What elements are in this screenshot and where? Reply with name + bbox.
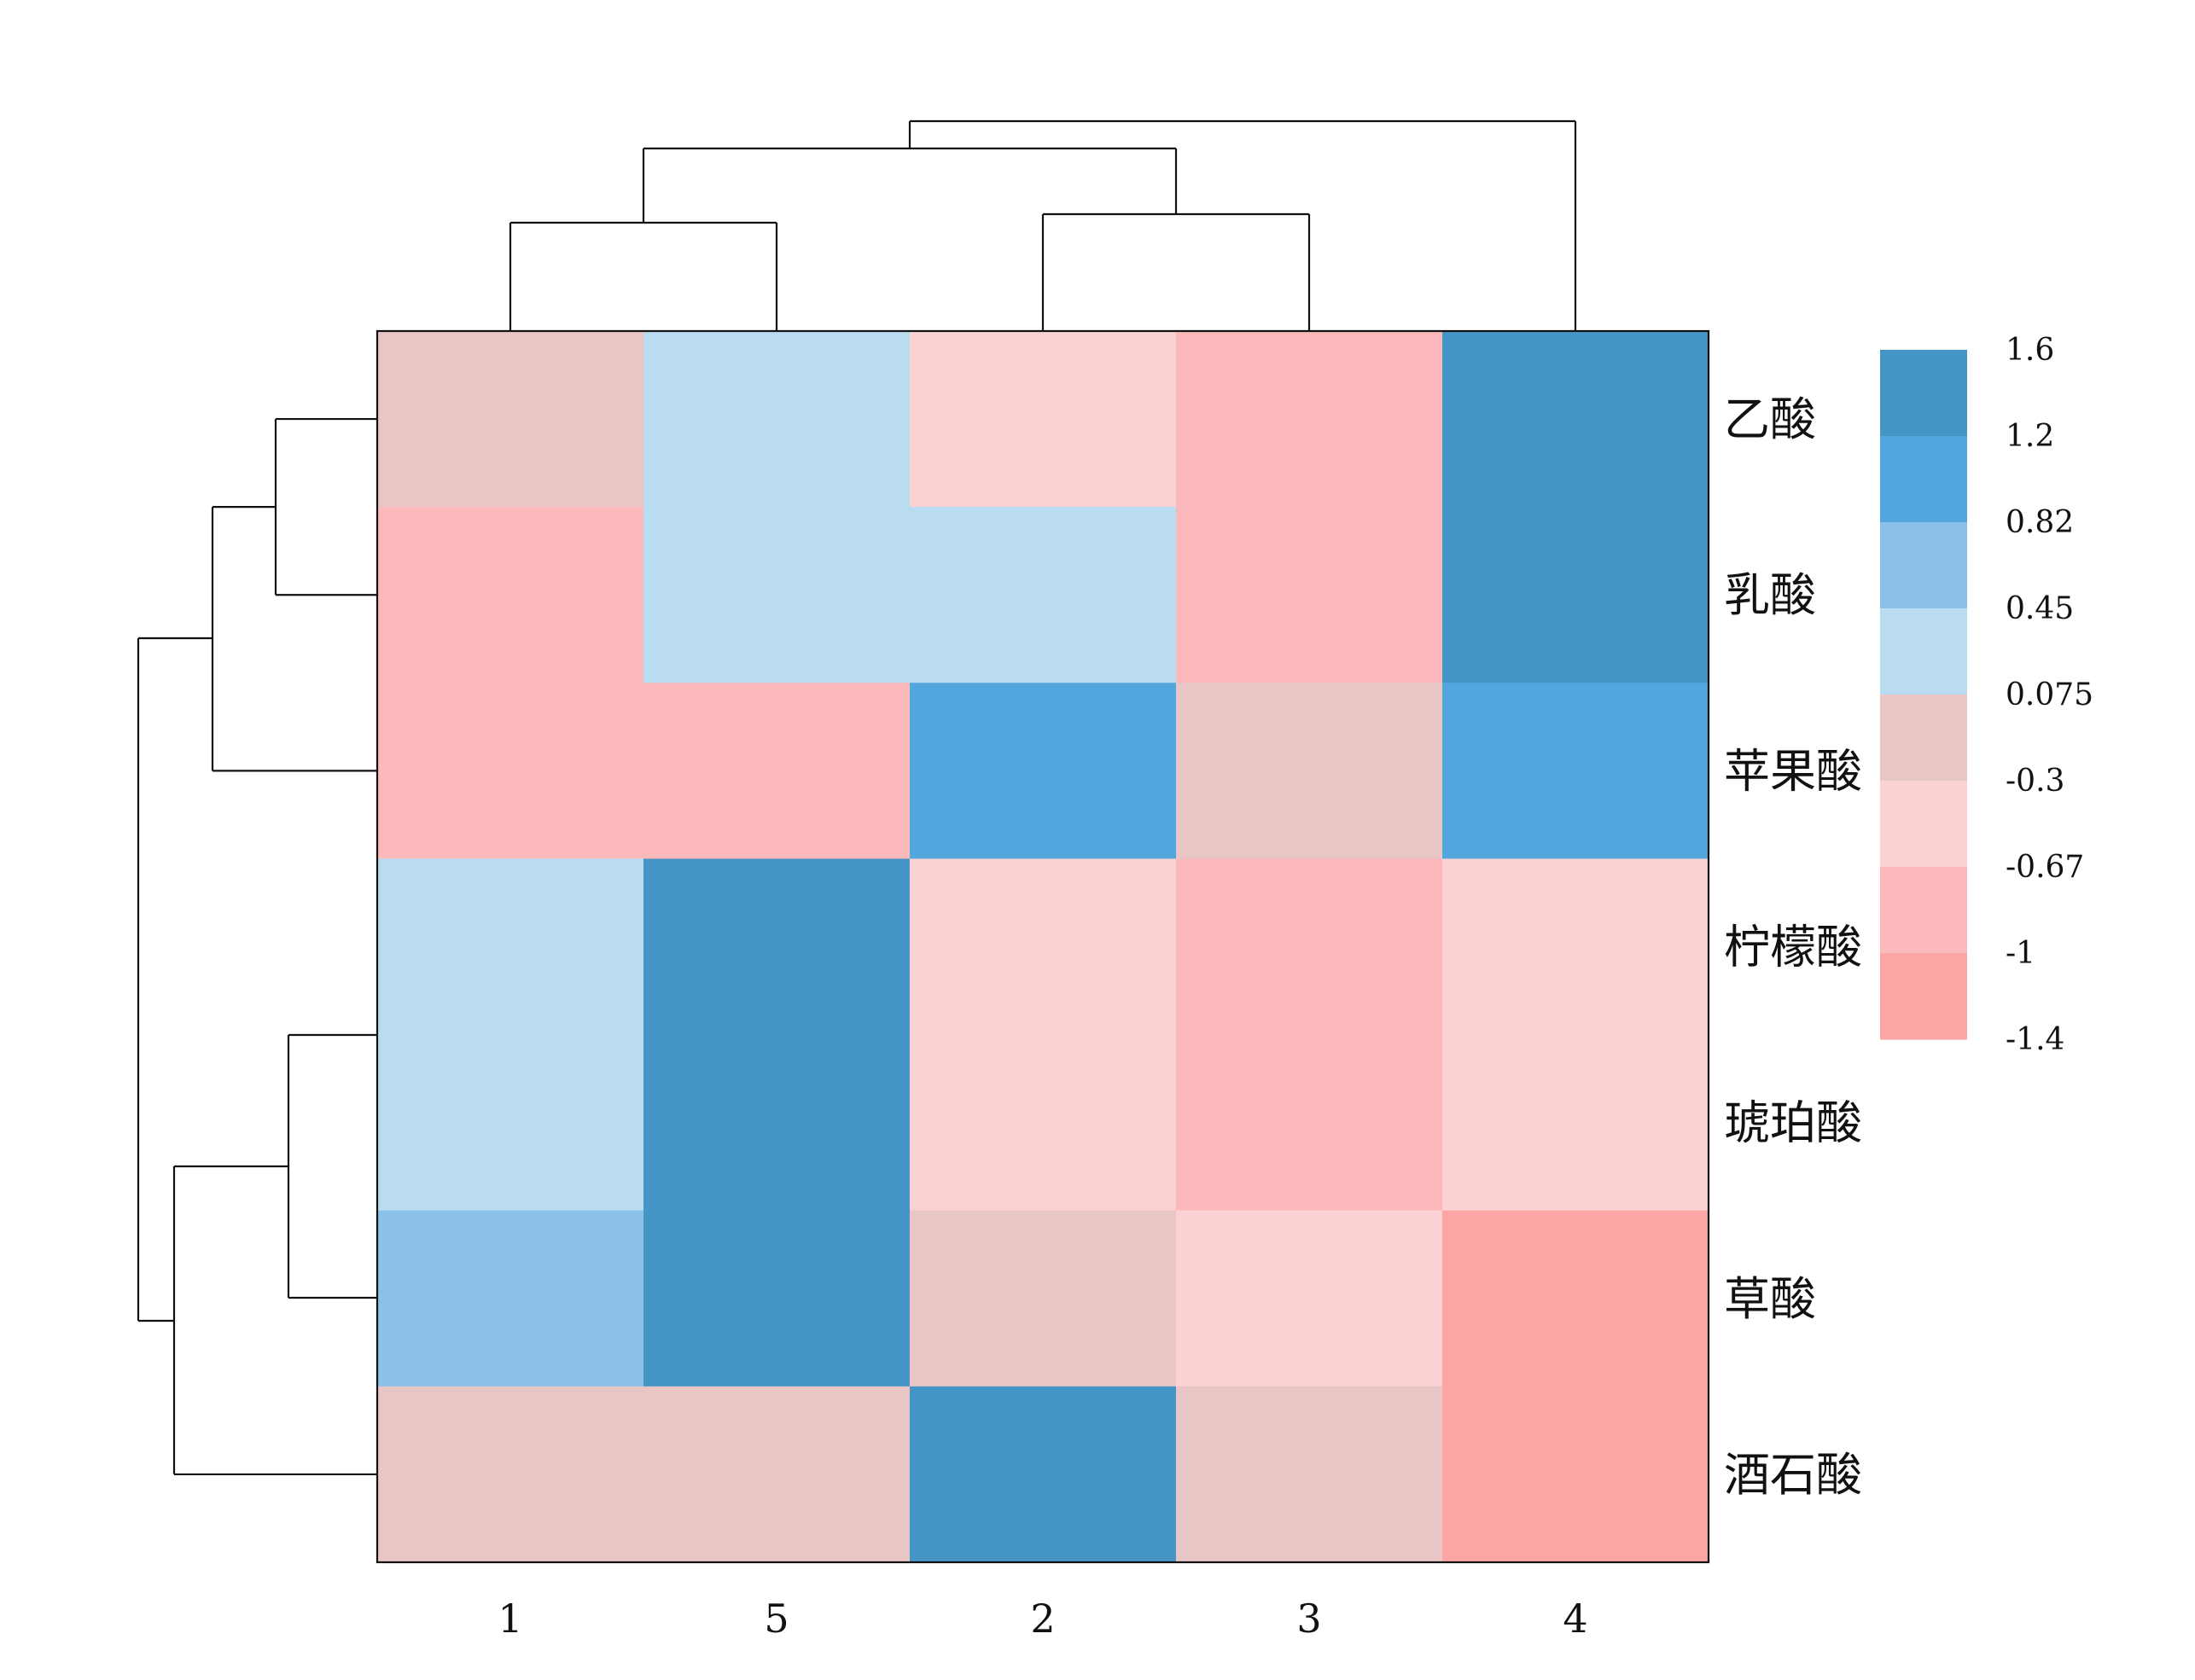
legend-swatch <box>1880 608 1967 695</box>
heatmap-cell-r2-c3 <box>910 507 1177 683</box>
heatmap-cell-r7-c4 <box>1176 1386 1443 1563</box>
heatmap-cell-r5-c1 <box>377 1034 644 1212</box>
heatmap-cell-r2-c1 <box>377 507 644 683</box>
row-label: 草酸 <box>1724 1272 1816 1326</box>
row-label: 酒石酸 <box>1724 1448 1862 1502</box>
color-legend: 1.6 1.2 0.82 0.45 0.075 -0.3 -0.67 -1 -1.4 <box>1880 333 2093 1057</box>
heatmap-cell-r1-c1 <box>377 331 644 508</box>
heatmap-cell-r5-c2 <box>643 1034 911 1212</box>
heatmap-cell-r7-c2 <box>643 1386 911 1563</box>
heatmap-cell-r3-c2 <box>643 683 911 860</box>
legend-label: 0.45 <box>2006 591 2074 626</box>
row-label: 琥珀酸 <box>1724 1096 1862 1150</box>
heatmap-cell-r4-c5 <box>1442 858 1709 1036</box>
legend-label: -1.4 <box>2006 1022 2064 1057</box>
legend-label: -1 <box>2006 936 2035 971</box>
legend-swatch <box>1880 953 1967 1040</box>
column-label: 3 <box>1296 1596 1321 1642</box>
heatmap-cell-r3-c4 <box>1176 683 1443 860</box>
heatmap-cell-r2-c2 <box>643 507 911 683</box>
heatmap-cell-r5-c3 <box>910 1034 1177 1212</box>
heatmap-cell-r3-c1 <box>377 683 644 860</box>
legend-swatch <box>1880 522 1967 609</box>
column-label: 1 <box>498 1596 522 1642</box>
row-label: 柠檬酸 <box>1724 921 1862 974</box>
legend-swatch <box>1880 350 1967 437</box>
legend-swatch <box>1880 436 1967 523</box>
legend-label: 0.82 <box>2006 505 2074 540</box>
heatmap-cell-r3-c3 <box>910 683 1177 860</box>
legend-label: 0.075 <box>2006 677 2093 712</box>
legend-label: -0.67 <box>2006 850 2084 885</box>
heatmap-cell-r7-c5 <box>1442 1386 1709 1563</box>
legend-label: 1.2 <box>2006 419 2054 454</box>
legend-swatch <box>1880 867 1967 954</box>
heatmap-cells <box>377 331 1709 1563</box>
row-label: 苹果酸 <box>1724 744 1862 798</box>
heatmap-cell-r6-c2 <box>643 1210 911 1387</box>
heatmap-cell-r7-c3 <box>910 1386 1177 1563</box>
column-label: 5 <box>764 1596 789 1642</box>
heatmap-cell-r7-c1 <box>377 1386 644 1563</box>
heatmap-cell-r6-c3 <box>910 1210 1177 1387</box>
column-dendrogram <box>509 119 1577 331</box>
heatmap-cell-r2-c5 <box>1442 507 1709 683</box>
row-label: 乳酸 <box>1724 568 1816 622</box>
heatmap-cell-r4-c1 <box>377 858 644 1036</box>
heatmap-cell-r1-c4 <box>1176 331 1443 508</box>
row-label: 乙酸 <box>1724 392 1816 446</box>
row-dendrogram <box>137 417 377 1476</box>
heatmap-cell-r3-c5 <box>1442 683 1709 860</box>
heatmap-cell-r6-c4 <box>1176 1210 1443 1387</box>
heatmap-cell-r5-c5 <box>1442 1034 1709 1212</box>
heatmap-cell-r1-c3 <box>910 331 1177 508</box>
heatmap-cell-r1-c5 <box>1442 331 1709 508</box>
heatmap-cell-r6-c1 <box>377 1210 644 1387</box>
heatmap-cell-r2-c4 <box>1176 507 1443 683</box>
column-labels: 1 5 2 3 4 <box>498 1596 1587 1642</box>
heatmap-cell-r1-c2 <box>643 331 911 508</box>
heatmap-cell-r4-c3 <box>910 858 1177 1036</box>
legend-label: 1.6 <box>2006 333 2054 368</box>
heatmap-cell-r6-c5 <box>1442 1210 1709 1387</box>
heatmap-cell-r4-c2 <box>643 858 911 1036</box>
legend-swatch <box>1880 781 1967 868</box>
column-label: 4 <box>1563 1596 1587 1642</box>
column-label: 2 <box>1030 1596 1055 1642</box>
legend-swatch <box>1880 695 1967 782</box>
heatmap-cell-r5-c4 <box>1176 1034 1443 1212</box>
heatmap-cell-r4-c4 <box>1176 858 1443 1036</box>
legend-label: -0.3 <box>2006 764 2064 799</box>
